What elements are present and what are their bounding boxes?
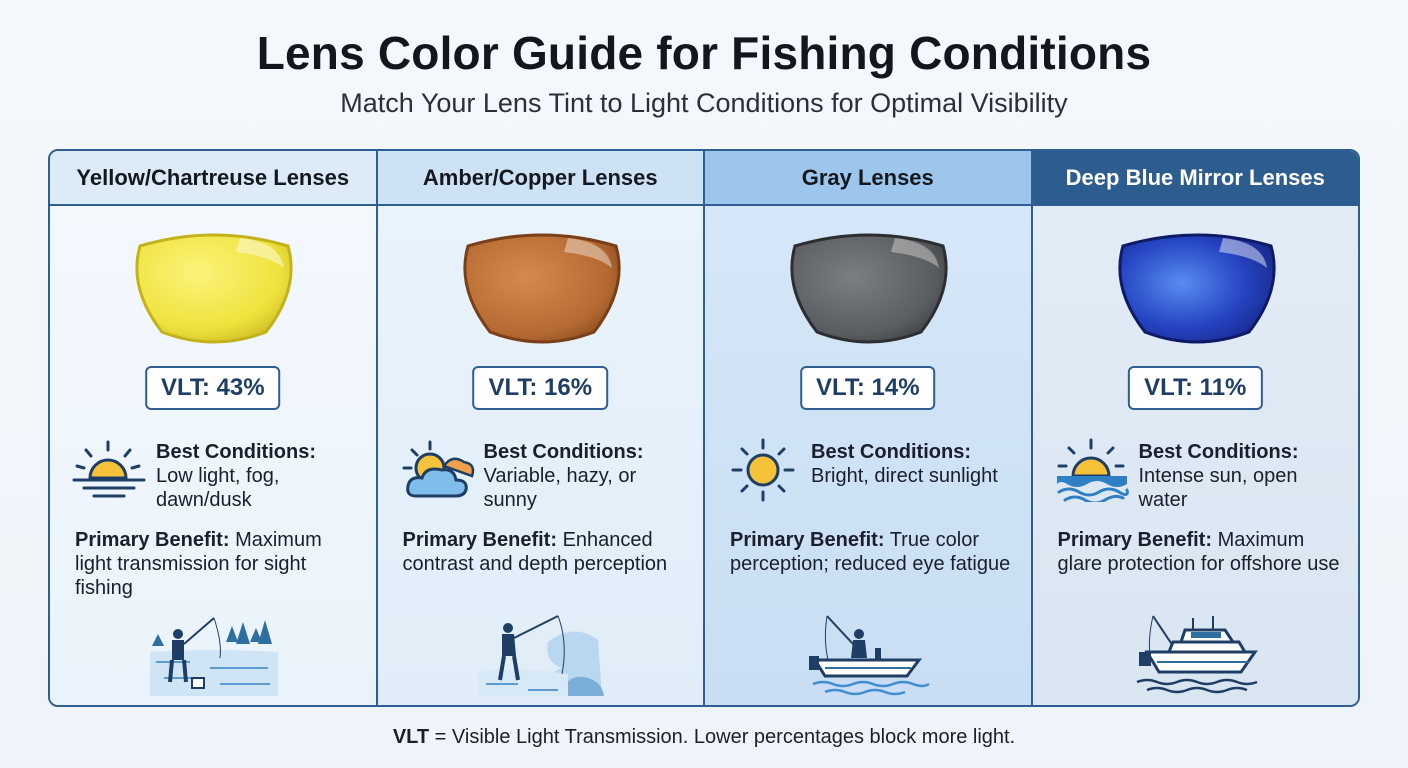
- page-subtitle: Match Your Lens Tint to Light Conditions…: [340, 88, 1068, 118]
- page-title: Lens Color Guide for Fishing Conditions: [256, 27, 1152, 79]
- lens-column-header: Yellow/Chartreuse Lenses: [50, 151, 376, 206]
- benefit-label: Primary Benefit:: [730, 529, 885, 551]
- conditions-label: Best Conditions:: [811, 441, 971, 463]
- deep-blue-lens-icon: [1117, 233, 1276, 344]
- lens-column-yellow: Yellow/Chartreuse Lenses VLT: 43%: [50, 151, 378, 705]
- gray-lens-icon: [790, 233, 948, 344]
- sun-icon: [731, 438, 795, 502]
- conditions-text: Intense sun, open water: [1138, 465, 1298, 511]
- conditions-text: Low light, fog, dawn/dusk: [156, 465, 280, 511]
- conditions-label: Best Conditions:: [1138, 441, 1299, 463]
- lens-comparison-table: Yellow/Chartreuse Lenses VLT: 43%: [48, 149, 1360, 707]
- sun-over-water-icon: [1056, 438, 1129, 502]
- lens-column-header: Amber/Copper Lenses: [377, 151, 703, 206]
- yellow-lens-icon: [135, 233, 293, 344]
- small-boat-angler-illustration: [809, 615, 930, 696]
- lens-column-amber: Amber/Copper Lenses VLT: 16%: [377, 151, 705, 705]
- benefit-text: Maximum light transmission for sight fis…: [75, 529, 322, 599]
- offshore-boat-illustration: [1136, 615, 1258, 694]
- vlt-definition: = Visible Light Transmission. Lower perc…: [429, 726, 1016, 748]
- vlt-badge: VLT: 14%: [799, 366, 936, 410]
- lens-column-gray: Gray Lenses VLT: 14%: [705, 151, 1033, 705]
- benefit-label: Primary Benefit:: [1057, 529, 1213, 551]
- benefit-text: Enhanced contrast and depth perception: [402, 529, 668, 575]
- sunrise-icon: [72, 440, 146, 498]
- amber-lens-icon: [462, 233, 621, 344]
- vlt-badge: VLT: 43%: [144, 366, 281, 410]
- vlt-badge: VLT: 11%: [1128, 366, 1263, 410]
- lens-column-header: Deep Blue Mirror Lenses: [1032, 151, 1358, 206]
- benefit-label: Primary Benefit:: [402, 529, 558, 551]
- vlt-badge: VLT: 16%: [472, 366, 609, 410]
- lens-column-header: Gray Lenses: [705, 151, 1031, 206]
- vlt-footnote: VLT = Visible Light Transmission. Lower …: [0, 726, 1408, 749]
- benefit-label: Primary Benefit:: [75, 529, 230, 551]
- benefit-text: True color perception; reduced eye fatig…: [730, 529, 1011, 575]
- conditions-text: Variable, hazy, or sunny: [483, 465, 637, 511]
- conditions-text: Bright, direct sunlight: [811, 465, 998, 487]
- vlt-term: VLT: [392, 726, 430, 748]
- partly-cloudy-icon: [402, 440, 474, 498]
- river-angler-illustration: [477, 615, 604, 696]
- conditions-label: Best Conditions:: [156, 441, 316, 463]
- conditions-label: Best Conditions:: [483, 441, 644, 463]
- benefit-text: Maximum glare protection for offshore us…: [1057, 529, 1340, 575]
- shore-angler-illustration: [150, 617, 278, 696]
- lens-column-deep-blue: Deep Blue Mirror Lenses VLT: 11%: [1032, 151, 1358, 705]
